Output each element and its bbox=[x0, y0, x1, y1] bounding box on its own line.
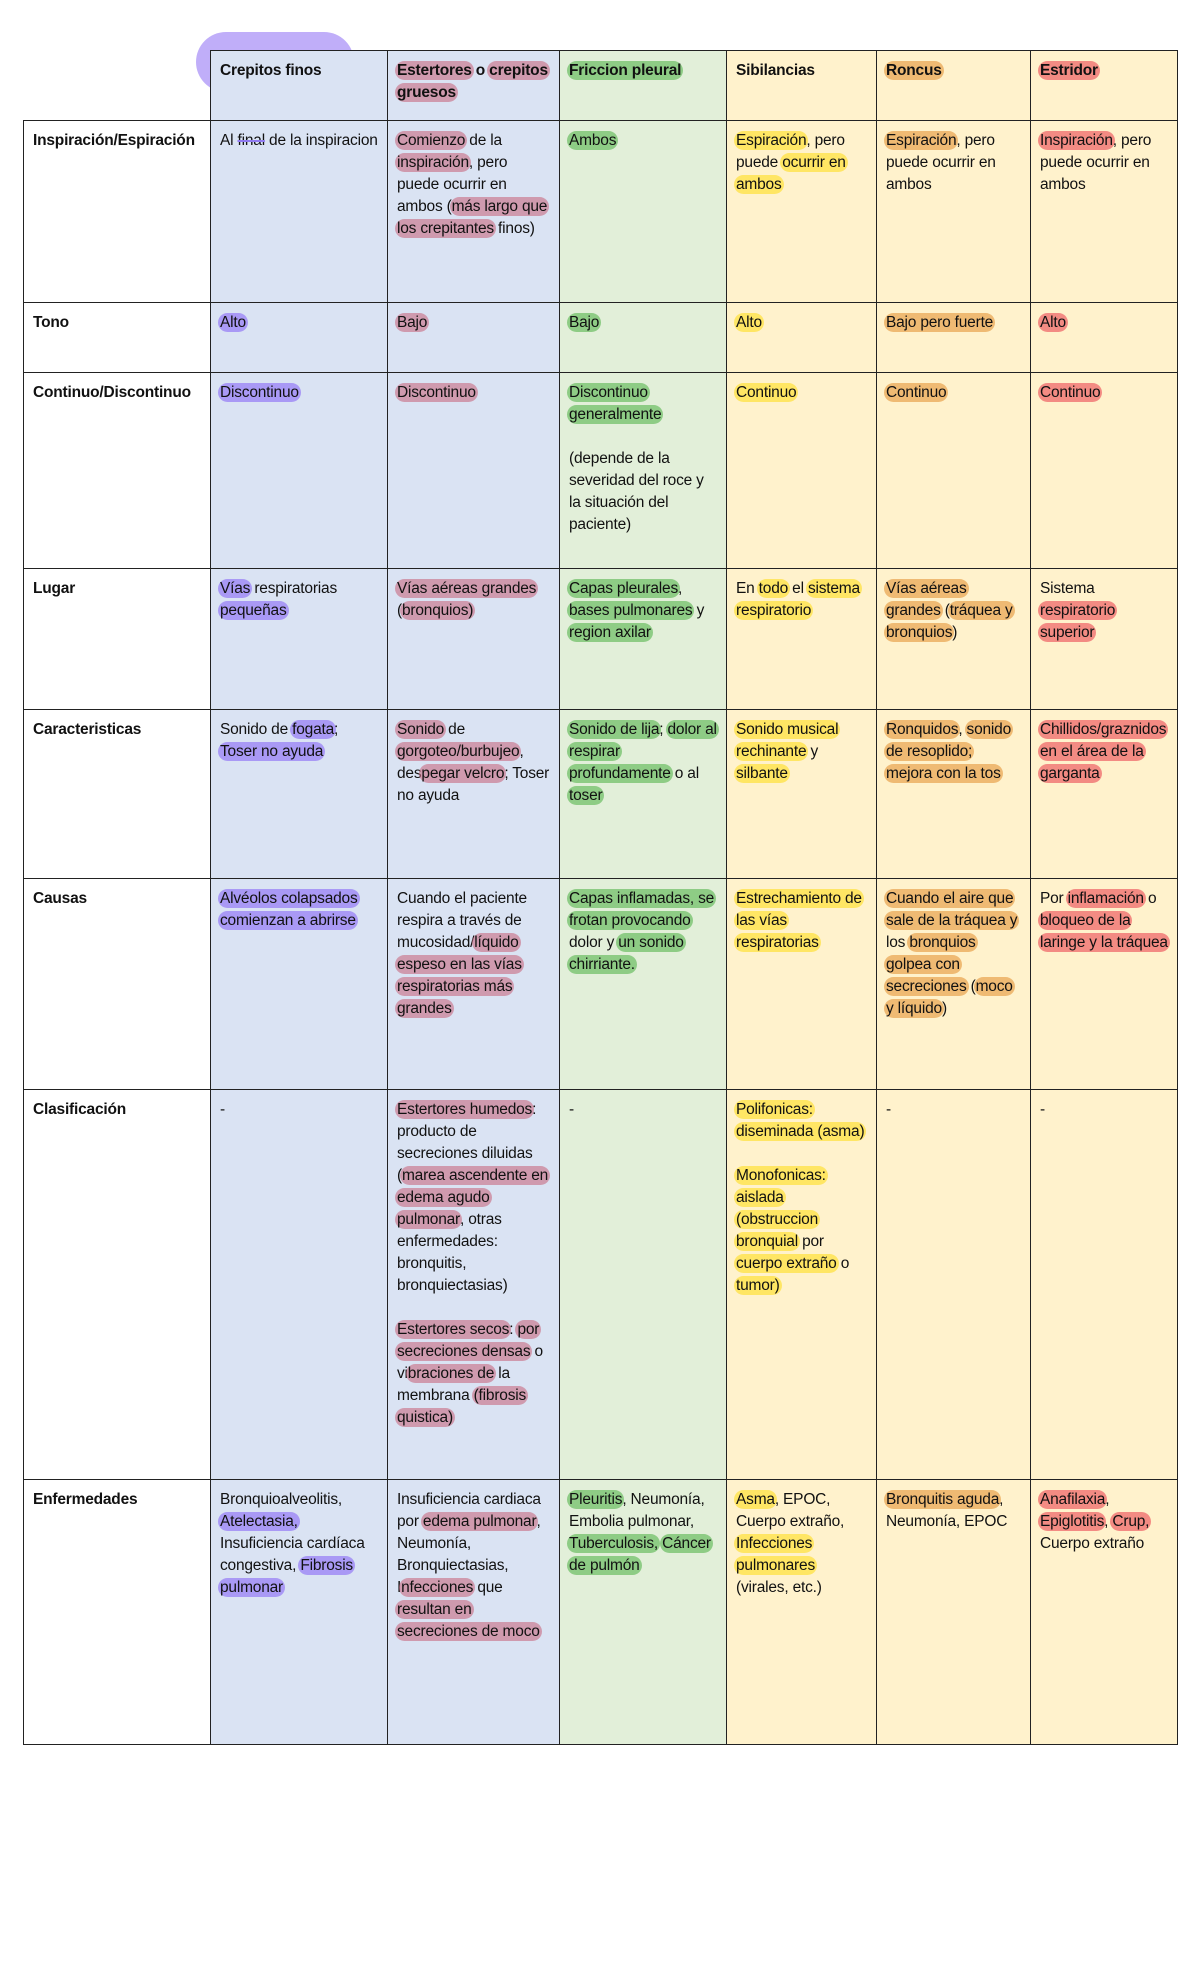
cell: Espiración, pero puede ocurrir en ambos bbox=[726, 120, 877, 303]
table-row-lugar: Lugar Vías respiratorias pequeñas Vías a… bbox=[23, 568, 1178, 710]
cell: Vías aéreas grandes (tráquea y bronquios… bbox=[876, 568, 1031, 710]
cell: Discontinuo bbox=[387, 372, 560, 569]
column-header-roncus: Roncus bbox=[876, 50, 1031, 121]
respiratory-sounds-table: Crepitos finos Estertores o crepitos gru… bbox=[23, 50, 1178, 1745]
cell: Polifonicas: diseminada (asma) Monofonica… bbox=[726, 1089, 877, 1480]
column-header-crepitos-finos: Crepitos finos bbox=[210, 50, 388, 121]
cell: Estrechamiento de las vías respiratorias bbox=[726, 878, 877, 1090]
cell: Sonido musical rechinante y silbante bbox=[726, 709, 877, 879]
header-row: Crepitos finos Estertores o crepitos gru… bbox=[23, 50, 1178, 121]
cell: Alto bbox=[210, 302, 388, 373]
table-row-continuo: Continuo/Discontinuo Discontinuo Discont… bbox=[23, 372, 1178, 569]
cell: Capas inflamadas, se frotan provocando d… bbox=[559, 878, 727, 1090]
cell: Continuo bbox=[726, 372, 877, 569]
cell: Cuando el paciente respira a través de m… bbox=[387, 878, 560, 1090]
cell: Estertores humedos: producto de secrecio… bbox=[387, 1089, 560, 1480]
cell: Anafilaxia, Epiglotitis, Crup, Cuerpo ex… bbox=[1030, 1479, 1178, 1745]
column-header-estridor: Estridor bbox=[1030, 50, 1178, 121]
cell: Ambos bbox=[559, 120, 727, 303]
cell: Pleuritis, Neumonía, Embolia pulmonar, T… bbox=[559, 1479, 727, 1745]
cell: Capas pleurales, bases pulmonares y regi… bbox=[559, 568, 727, 710]
row-label: Caracteristicas bbox=[23, 709, 211, 879]
cell: Insuficiencia cardiaca por edema pulmona… bbox=[387, 1479, 560, 1745]
cell: - bbox=[559, 1089, 727, 1480]
cell: Asma, EPOC, Cuerpo extraño, Infecciones … bbox=[726, 1479, 877, 1745]
cell: Sonido de gorgoteo/burbujeo, despegar ve… bbox=[387, 709, 560, 879]
cell: Bronquioalveolitis, Atelectasia, Insufic… bbox=[210, 1479, 388, 1745]
row-label: Lugar bbox=[23, 568, 211, 710]
table-row-causas: Causas Alvéolos colapsados comienzan a a… bbox=[23, 878, 1178, 1090]
cell: Bronquitis aguda, Neumonía, EPOC bbox=[876, 1479, 1031, 1745]
column-header-friccion-pleural: Friccion pleural bbox=[559, 50, 727, 121]
cell: Vías respiratorias pequeñas bbox=[210, 568, 388, 710]
table-row-clasificacion: Clasificación - Estertores humedos: prod… bbox=[23, 1089, 1178, 1480]
cell: Por inflamación o bloqueo de la laringe … bbox=[1030, 878, 1178, 1090]
cell: Sonido de lija; dolor al respirar profun… bbox=[559, 709, 727, 879]
cell: Cuando el aire que sale de la tráquea y … bbox=[876, 878, 1031, 1090]
cell: Ronquidos, sonido de resoplido; mejora c… bbox=[876, 709, 1031, 879]
corner-cell bbox=[23, 50, 211, 121]
row-label: Continuo/Discontinuo bbox=[23, 372, 211, 569]
row-label: Inspiración/Espiración bbox=[23, 120, 211, 303]
cell: Alto bbox=[726, 302, 877, 373]
row-label: Tono bbox=[23, 302, 211, 373]
column-header-estertores: Estertores o crepitos gruesos bbox=[387, 50, 560, 121]
column-header-sibilancias: Sibilancias bbox=[726, 50, 877, 121]
cell: - bbox=[210, 1089, 388, 1480]
table-row-enfermedades: Enfermedades Bronquioalveolitis, Atelect… bbox=[23, 1479, 1178, 1745]
table-row-inspiracion: Inspiración/Espiración Al final de la in… bbox=[23, 120, 1178, 303]
row-label: Clasificación bbox=[23, 1089, 211, 1480]
cell: Alvéolos colapsados comienzan a abrirse bbox=[210, 878, 388, 1090]
table-row-tono: Tono Alto Bajo Bajo Alto Bajo pero fuert… bbox=[23, 302, 1178, 373]
cell: Inspiración, pero puede ocurrir en ambos bbox=[1030, 120, 1178, 303]
cell: Alto bbox=[1030, 302, 1178, 373]
row-label: Causas bbox=[23, 878, 211, 1090]
cell: Chillidos/graznidos en el área de la gar… bbox=[1030, 709, 1178, 879]
cell: Comienzo de la inspiración, pero puede o… bbox=[387, 120, 560, 303]
cell: Sistema respiratorio superior bbox=[1030, 568, 1178, 710]
cell: - bbox=[1030, 1089, 1178, 1480]
cell: Espiración, pero puede ocurrir en ambos bbox=[876, 120, 1031, 303]
cell: Al final de la inspiracion bbox=[210, 120, 388, 303]
table-row-caracteristicas: Caracteristicas Sonido de fogata; Toser … bbox=[23, 709, 1178, 879]
cell: Bajo bbox=[559, 302, 727, 373]
cell: Vías aéreas grandes (bronquios) bbox=[387, 568, 560, 710]
cell: Sonido de fogata; Toser no ayuda bbox=[210, 709, 388, 879]
cell: Continuo bbox=[1030, 372, 1178, 569]
cell: Bajo bbox=[387, 302, 560, 373]
cell: Bajo pero fuerte bbox=[876, 302, 1031, 373]
cell: Discontinuo generalmente (depende de la s… bbox=[559, 372, 727, 569]
row-label: Enfermedades bbox=[23, 1479, 211, 1745]
cell: - bbox=[876, 1089, 1031, 1480]
cell: Discontinuo bbox=[210, 372, 388, 569]
cell: En todo el sistema respiratorio bbox=[726, 568, 877, 710]
cell: Continuo bbox=[876, 372, 1031, 569]
